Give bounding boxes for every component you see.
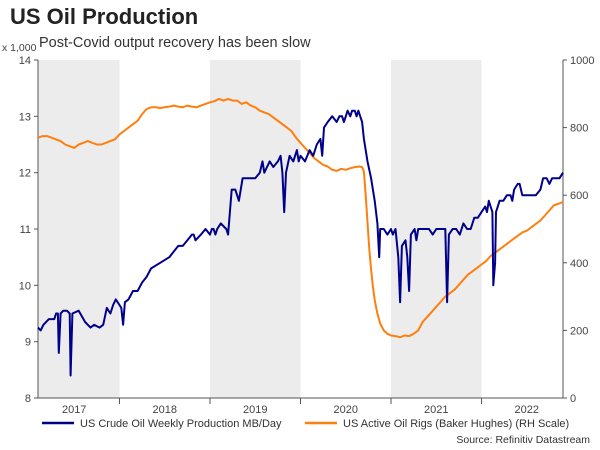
x-tick-label: 2020 [334,404,358,416]
x-tick-label: 2017 [62,404,86,416]
left-tick-label: 10 [19,280,31,292]
x-tick-label: 2022 [515,404,539,416]
chart-title: US Oil Production [10,4,199,29]
left-tick-label: 13 [19,111,31,123]
source-note: Source: Refinitiv Datastream [456,434,590,446]
legend-label-1: US Active Oil Rigs (Baker Hughes) (RH Sc… [343,418,569,430]
left-tick-label: 8 [25,393,31,405]
right-tick-label: 0 [570,393,576,405]
left-tick-label: 9 [25,337,31,349]
right-tick-label: 800 [570,123,588,135]
right-tick-label: 1000 [570,55,594,67]
shaded-band-0 [38,60,120,398]
production-series-line [37,109,564,377]
left-tick-label: 11 [20,224,31,236]
left-tick-label: 14 [19,55,31,67]
legend: US Crude Oil Weekly Production MB/Day US … [42,418,569,430]
x-tick-label: 2018 [152,404,176,416]
legend-label-0: US Crude Oil Weekly Production MB/Day [80,418,282,430]
shaded-band-1 [209,60,301,398]
series-lines [37,97,564,377]
chart-subtitle: Post-Covid output recovery has been slow [39,35,311,51]
x-tick-label: 2019 [243,404,267,416]
left-axis-unit-label: x 1,000 [2,42,37,54]
right-tick-label: 400 [570,258,588,270]
left-tick-label: 12 [19,168,31,180]
right-tick-label: 200 [570,325,588,337]
axes [34,59,567,404]
x-tick-label: 2021 [424,404,448,416]
rigs-series-line [37,97,564,339]
tick-labels: 8 9 10 11 12 13 14 0 200 400 600 800 1000 2017 2018 201… [19,55,595,416]
right-tick-label: 600 [570,190,588,202]
